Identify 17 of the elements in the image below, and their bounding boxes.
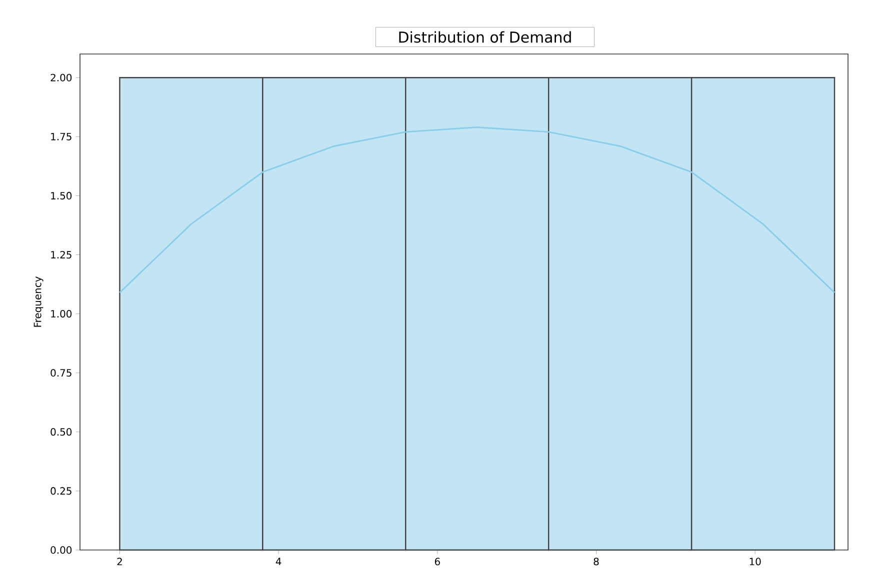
y-tick-label: 0.00: [50, 546, 72, 554]
chart-title: Distribution of Demand: [399, 31, 571, 43]
y-axis-title: Frequency: [34, 276, 44, 327]
x-tick-label: 2: [117, 558, 122, 566]
x-tick-label: 10: [750, 558, 761, 566]
y-tick-label: 0.50: [50, 428, 72, 436]
x-tick-label: 4: [276, 558, 282, 566]
x-tick-label: 8: [594, 558, 599, 566]
y-tick-label: 1.25: [51, 250, 72, 259]
x-tick-label: 6: [434, 558, 440, 566]
line-series: [118, 126, 836, 294]
y-tick-label: 1.75: [51, 132, 72, 140]
y-tick-label: 0.25: [50, 487, 72, 495]
y-tick-label: 2.00: [50, 74, 72, 82]
y-tick-label: 1.00: [51, 310, 72, 318]
y-tick-label: 0.75: [50, 369, 72, 377]
y-tick-label: 1.50: [51, 192, 72, 200]
